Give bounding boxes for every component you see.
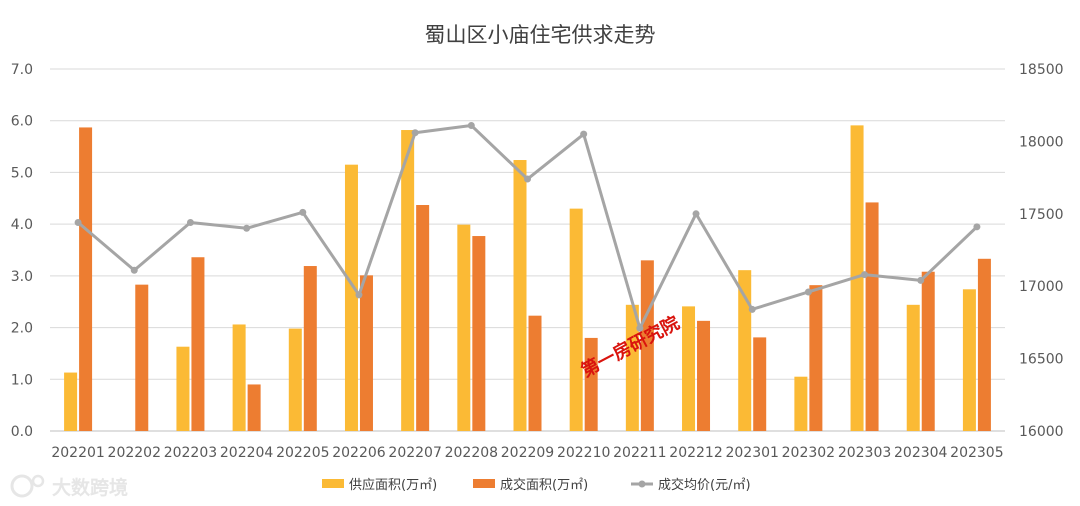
price-point — [973, 223, 981, 231]
legend-swatch-deal — [473, 479, 495, 488]
deal-bar — [809, 285, 823, 431]
y-right-tick: 16500 — [1019, 352, 1064, 368]
bars — [64, 125, 991, 432]
x-tick: 202207 — [388, 445, 441, 461]
legend-label-deal: 成交面积(万㎡) — [500, 477, 588, 493]
deal-bar — [584, 337, 598, 431]
price-point — [186, 218, 194, 226]
y-left-tick: 2.0 — [11, 321, 33, 337]
x-tick: 202302 — [782, 445, 835, 461]
price-point — [917, 276, 925, 284]
price-point — [524, 175, 531, 183]
deal-bar — [79, 127, 93, 432]
x-tick: 202206 — [332, 445, 386, 461]
price-point — [861, 271, 869, 279]
supply-bar — [738, 270, 752, 431]
price-point — [636, 324, 644, 332]
y-left-tick: 3.0 — [11, 269, 33, 285]
supply-bar — [288, 328, 302, 431]
legend: 供应面积(万㎡) 成交面积(万㎡) 成交均价(元/㎡) — [322, 477, 751, 493]
y-right-tick: 17000 — [1019, 279, 1064, 295]
x-tick: 202201 — [51, 445, 104, 461]
deal-bar — [753, 337, 767, 431]
x-tick: 202211 — [613, 445, 666, 461]
legend-swatch-supply — [322, 479, 344, 488]
supply-bar — [794, 376, 808, 431]
legend-label-price: 成交均价(元/㎡) — [658, 477, 751, 493]
x-tick: 202304 — [894, 445, 948, 461]
supply-bar — [344, 164, 358, 431]
chart-title: 蜀山区小庙住宅供求走势 — [425, 23, 656, 47]
price-point — [467, 121, 475, 129]
x-tick: 202204 — [220, 445, 274, 461]
x-tick: 202205 — [276, 445, 329, 461]
y-left-tick: 5.0 — [11, 165, 33, 181]
x-tick: 202303 — [838, 445, 891, 461]
legend-swatch-price-marker — [638, 480, 646, 488]
price-point — [243, 224, 251, 232]
supply-bar — [569, 208, 583, 431]
logo: 大数跨境 — [10, 474, 128, 499]
supply-bar — [513, 160, 527, 431]
deal-bar — [921, 271, 935, 431]
price-point — [580, 130, 588, 138]
x-tick: 202301 — [725, 445, 778, 461]
supply-bar — [401, 130, 415, 431]
price-line — [74, 121, 981, 332]
supply-bar — [64, 372, 78, 431]
deal-bar — [865, 202, 879, 431]
x-tick: 202210 — [557, 445, 610, 461]
y-left-tick: 0.0 — [11, 424, 33, 440]
deal-bar — [697, 320, 711, 431]
y-right-tick: 18000 — [1019, 134, 1064, 150]
y-left-tick: 7.0 — [11, 62, 33, 78]
price-point — [130, 266, 138, 274]
supply-bar — [457, 224, 471, 431]
x-tick: 202212 — [669, 445, 722, 461]
deal-bar — [135, 284, 149, 431]
price-point — [411, 129, 419, 137]
x-tick: 202203 — [164, 445, 217, 461]
deal-bar — [472, 236, 486, 431]
price-point — [804, 288, 812, 296]
x-axis: 202201 202202 202203 202204 202205 202206 2022… — [51, 445, 1003, 461]
price-series-line — [77, 123, 978, 330]
supply-bar — [232, 324, 246, 431]
deal-bar — [303, 266, 317, 431]
price-point — [748, 305, 756, 313]
deal-bar — [977, 258, 991, 431]
logo-icon-dot — [31, 474, 45, 488]
supply-bar — [962, 289, 976, 431]
y-left-axis: 0.0 1.0 2.0 3.0 4.0 5.0 6.0 7.0 — [11, 62, 33, 440]
deal-bar — [247, 384, 261, 431]
x-tick: 202305 — [950, 445, 1003, 461]
deal-bar — [416, 205, 430, 431]
y-left-tick: 1.0 — [11, 372, 33, 388]
y-left-tick: 6.0 — [11, 114, 33, 130]
supply-bar — [176, 346, 190, 431]
deal-bar — [191, 257, 205, 431]
x-tick: 202202 — [108, 445, 161, 461]
logo-text: 大数跨境 — [52, 476, 128, 499]
y-right-tick: 17500 — [1019, 207, 1064, 223]
supply-bar — [625, 304, 639, 431]
price-point — [355, 291, 363, 299]
legend-label-supply: 供应面积(万㎡) — [349, 477, 437, 493]
y-right-axis: 16000 16500 17000 17500 18000 18500 — [1019, 62, 1064, 440]
deal-bar — [359, 275, 373, 431]
x-tick: 202209 — [501, 445, 554, 461]
y-right-tick: 16000 — [1019, 424, 1064, 440]
price-point — [74, 218, 82, 226]
y-right-tick: 18500 — [1019, 62, 1064, 78]
x-tick: 202208 — [445, 445, 498, 461]
price-point — [692, 210, 700, 218]
deal-bar — [528, 315, 542, 431]
logo-icon — [10, 474, 34, 498]
supply-bar — [906, 304, 920, 431]
price-point — [299, 208, 307, 216]
supply-bar — [682, 306, 696, 431]
y-left-tick: 4.0 — [11, 217, 33, 233]
